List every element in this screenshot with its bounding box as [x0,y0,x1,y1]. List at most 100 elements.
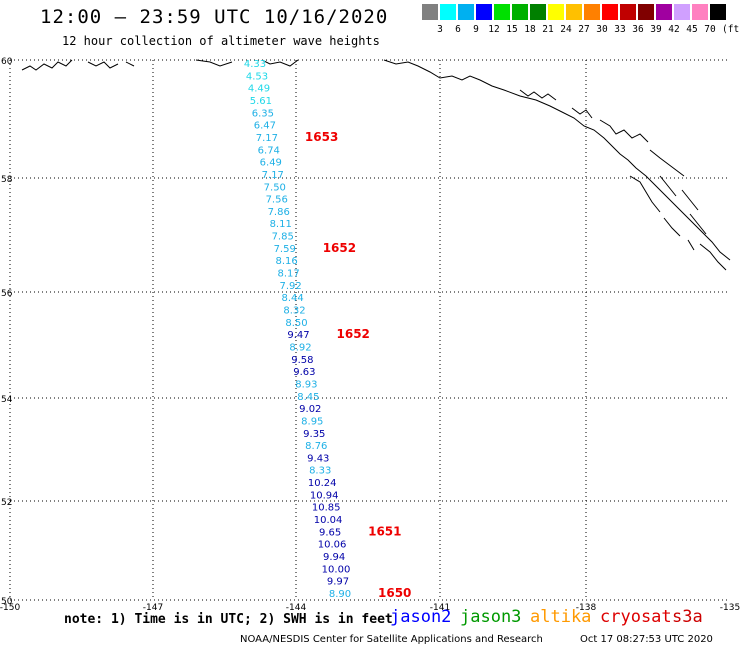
legend-swatch [584,4,600,20]
wave-height-label: 9.43 [307,453,329,464]
credit-text: NOAA/NESDIS Center for Satellite Applica… [240,634,543,645]
wave-height-label: 4.33 [244,59,266,70]
legend-label: 18 [524,24,536,35]
legend-swatch [494,4,510,20]
map-grid [9,59,730,601]
wave-height-label: 7.17 [256,133,278,144]
timestamp-text: Oct 17 08:27:53 UTC 2020 [580,634,713,645]
time-label: 1652 [323,241,356,255]
legend-swatch [458,4,474,20]
lon-tick-label: -135 [720,603,740,613]
lat-tick-label: 56 [1,289,13,299]
wave-height-label: 6.47 [254,121,276,132]
wave-height-label: 7.50 [264,182,286,193]
lat-tick-label: 58 [1,175,13,185]
lon-tick-label: -147 [143,603,163,613]
wave-height-label: 9.02 [299,404,321,415]
wave-height-label: 10.00 [322,564,351,575]
legend-swatch [692,4,708,20]
legend-swatch [422,4,438,20]
wave-height-label: 8.32 [283,306,305,317]
legend-unit: (ft) [722,24,740,35]
legend-swatch [476,4,492,20]
legend-label: 45 [686,24,698,35]
time-label: 1651 [368,524,401,538]
legend-label: 3 [437,24,443,35]
legend-label: 6 [455,24,461,35]
wave-height-label: 9.47 [287,330,309,341]
wave-height-label: 8.92 [289,343,311,354]
lat-tick-label: 60 [1,57,13,67]
wave-height-label: 8.16 [275,256,297,267]
wave-height-label: 7.92 [279,281,301,292]
coastline [21,59,731,271]
legend-swatch [512,4,528,20]
legend-label: 42 [668,24,680,35]
wave-height-label: 9.97 [327,577,349,588]
wave-height-label: 5.61 [250,96,272,107]
wave-height-label: 9.63 [293,367,315,378]
legend-swatch [638,4,654,20]
legend-label: 24 [560,24,572,35]
legend-swatch [548,4,564,20]
legend-swatch [602,4,618,20]
wave-height-label: 8.93 [295,380,317,391]
wave-height-label: 8.45 [297,392,319,403]
wave-height-label: 4.53 [246,71,268,82]
lat-tick-label: 54 [1,395,13,405]
wave-height-label: 7.17 [262,170,284,181]
wave-height-label: 6.74 [258,145,280,156]
axis-labels: 50 52 54 56 58 60 -150 -147 -144 -141 -138 -135 [0,57,740,613]
legend-label: 21 [542,24,554,35]
wave-height-label: 7.59 [274,244,296,255]
wave-height-label: 10.06 [318,540,347,551]
wave-height-label: 8.44 [281,293,303,304]
wave-height-label: 8.50 [285,318,307,329]
wave-height-label: 8.11 [270,219,292,230]
satellite-name: cryosat [600,607,672,627]
legend-label: 27 [578,24,590,35]
wave-height-label: 7.86 [268,207,290,218]
wave-height-label: 10.04 [314,515,343,526]
satellite-track: 4.334.534.495.616.356.477.176.746.497.17… [244,59,412,600]
legend-label: 30 [596,24,608,35]
lon-tick-label: -141 [430,603,450,613]
wave-height-label: 6.49 [260,158,282,169]
legend-swatch [674,4,690,20]
wave-height-label: 10.94 [310,490,339,501]
lat-tick-label: 50 [1,597,13,607]
wave-height-label: 8.17 [277,269,299,280]
legend-swatch [656,4,672,20]
legend-swatch [620,4,636,20]
satellite-name: jason2 [390,607,452,627]
lon-tick-label: -150 [0,603,20,613]
legend-swatch [710,4,726,20]
legend-swatch [440,4,456,20]
wave-height-label: 8.33 [309,466,331,477]
satellite-name: jason3 [460,607,522,627]
legend-label: 33 [614,24,626,35]
wave-height-label: 10.85 [312,503,341,514]
wave-height-label: 9.35 [303,429,325,440]
lon-tick-label: -138 [576,603,597,613]
page-title: 12:00 – 23:59 UTC 10/16/2020 [40,6,389,28]
footer-note: note: 1) Time is in UTC; 2) SWH is in fe… [64,612,393,627]
wave-height-label: 4.49 [248,84,270,95]
wave-height-label: 9.58 [291,355,313,366]
wave-height-label: 8.76 [305,441,327,452]
wave-height-label: 8.90 [329,589,351,600]
time-label: 1650 [378,586,411,600]
legend-label: 12 [488,24,500,35]
wave-height-label: 7.85 [272,232,294,243]
legend-label: 9 [473,24,479,35]
wave-height-label: 8.95 [301,416,323,427]
wave-height-label: 7.56 [266,195,288,206]
legend-label: 39 [650,24,662,35]
wave-height-label: 9.65 [319,527,341,538]
legend-label: 70 [704,24,716,35]
legend-label: 15 [506,24,518,35]
legend-label: 36 [632,24,644,35]
page-subtitle: 12 hour collection of altimeter wave hei… [62,34,380,48]
time-label: 1653 [305,130,338,144]
lat-tick-label: 52 [1,498,12,508]
